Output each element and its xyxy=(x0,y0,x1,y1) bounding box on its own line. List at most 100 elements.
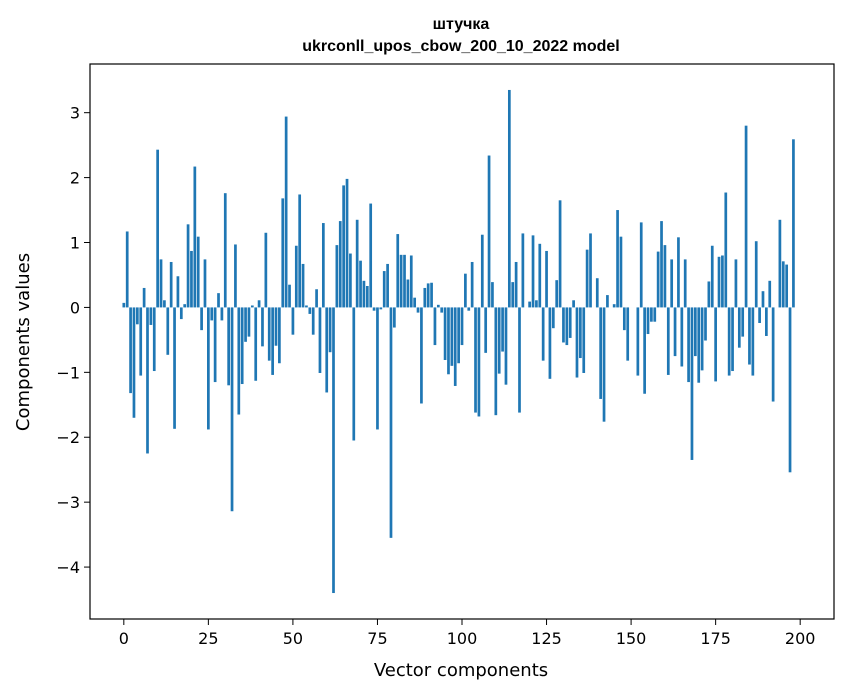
bar-168 xyxy=(690,307,694,460)
bar-146 xyxy=(616,210,619,308)
bar-110 xyxy=(494,307,498,416)
bar-2 xyxy=(129,307,132,394)
y-tick-label: 2 xyxy=(70,169,80,188)
bar-41 xyxy=(261,307,264,347)
bar-36 xyxy=(244,307,247,342)
bar-37 xyxy=(247,307,251,337)
bar-106 xyxy=(480,234,484,308)
bar-183 xyxy=(741,307,745,337)
bar-112 xyxy=(501,307,504,352)
bar-127 xyxy=(551,307,555,329)
bar-132 xyxy=(568,307,572,338)
bar-82 xyxy=(399,254,403,308)
x-axis-label: Vector components xyxy=(374,660,548,681)
bar-184 xyxy=(744,125,748,308)
bar-195 xyxy=(781,261,785,308)
bar-189 xyxy=(761,291,765,308)
bar-40 xyxy=(257,300,261,308)
bar-61 xyxy=(328,307,332,353)
bar-121 xyxy=(531,235,535,308)
bar-175 xyxy=(714,307,717,382)
bar-96 xyxy=(447,307,450,375)
y-axis-ticks: −4 −3 −2 −1 0 1 2 3 xyxy=(56,104,90,577)
bar-159 xyxy=(660,221,663,308)
bar-100 xyxy=(460,307,464,346)
bar-153 xyxy=(639,222,643,308)
bar-31 xyxy=(227,307,231,386)
bar-62 xyxy=(332,307,335,594)
bar-138 xyxy=(589,233,592,308)
bar-163 xyxy=(673,307,677,357)
bar-47 xyxy=(281,198,285,308)
bar-24 xyxy=(203,259,207,308)
bar-125 xyxy=(545,250,548,308)
bar-23 xyxy=(200,307,203,331)
bar-97 xyxy=(450,307,454,366)
bar-126 xyxy=(548,307,552,379)
bar-103 xyxy=(470,261,474,308)
bar-20 xyxy=(190,250,193,308)
bar-197 xyxy=(788,307,792,473)
bar-28 xyxy=(217,293,220,308)
bar-51 xyxy=(294,245,298,308)
bar-57 xyxy=(315,289,318,308)
x-tick-label: 150 xyxy=(616,629,647,648)
bar-26 xyxy=(210,307,214,321)
x-tick-label: 50 xyxy=(283,629,303,648)
bar-191 xyxy=(768,280,772,308)
bar-14 xyxy=(169,261,173,308)
bar-71 xyxy=(362,280,366,308)
x-tick-label: 25 xyxy=(198,629,218,648)
bar-16 xyxy=(176,276,180,308)
chart-subtitle: ukrconll_upos_cbow_200_10_2022 model xyxy=(302,38,619,55)
bar-53 xyxy=(301,263,305,308)
bar-81 xyxy=(396,234,400,308)
bar-98 xyxy=(453,307,457,386)
bar-141 xyxy=(599,307,603,399)
bar-104 xyxy=(474,307,477,413)
bar-180 xyxy=(731,307,734,372)
bar-73 xyxy=(369,203,373,308)
bar-176 xyxy=(717,256,721,308)
bar-87 xyxy=(416,307,420,313)
bar-196 xyxy=(785,264,789,308)
bar-155 xyxy=(646,307,650,335)
bar-108 xyxy=(487,155,491,308)
bar-55 xyxy=(308,307,312,314)
bar-165 xyxy=(680,307,684,367)
bar-128 xyxy=(555,280,559,308)
bar-66 xyxy=(345,178,349,308)
bar-140 xyxy=(595,278,599,308)
bar-4 xyxy=(135,307,139,325)
bar-129 xyxy=(558,200,562,308)
bar-167 xyxy=(687,307,690,383)
bar-68 xyxy=(352,307,356,441)
bar-154 xyxy=(643,307,646,394)
x-tick-label: 0 xyxy=(119,629,129,648)
bar-48 xyxy=(284,116,288,308)
bar-178 xyxy=(724,192,728,308)
bar-69 xyxy=(355,219,359,308)
bar-91 xyxy=(430,282,433,308)
y-tick-label: −2 xyxy=(56,428,80,447)
bar-169 xyxy=(693,307,697,357)
bar-89 xyxy=(423,287,427,308)
bar-188 xyxy=(758,307,761,323)
y-tick-label: 1 xyxy=(70,234,80,253)
bar-42 xyxy=(264,232,268,308)
bar-7 xyxy=(146,307,149,454)
x-axis-ticks: 0 25 50 75 100 125 150 175 200 xyxy=(119,619,815,648)
bar-85 xyxy=(409,255,413,308)
bar-187 xyxy=(754,241,758,308)
bar-102 xyxy=(467,307,471,311)
bar-13 xyxy=(166,307,170,355)
bar-38 xyxy=(250,305,254,308)
bar-58 xyxy=(318,307,322,373)
bar-166 xyxy=(683,259,687,308)
bar-185 xyxy=(748,307,751,365)
bar-143 xyxy=(606,295,609,308)
chart-title: штучка xyxy=(433,16,490,33)
bar-93 xyxy=(436,304,440,308)
bar-156 xyxy=(650,307,653,322)
